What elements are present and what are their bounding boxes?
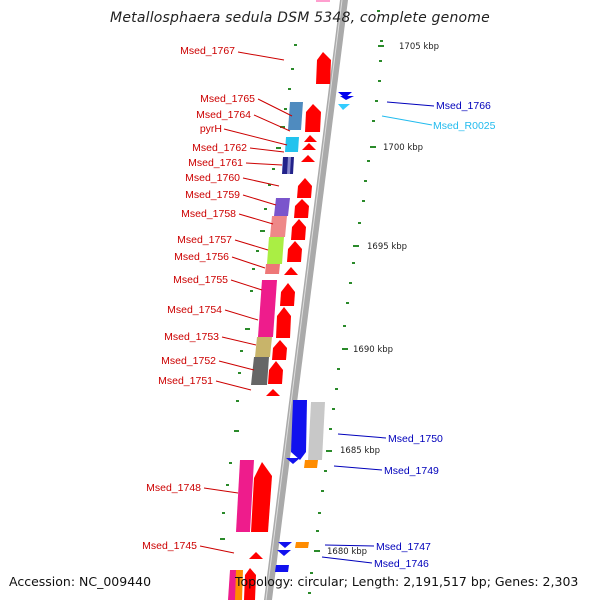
gene-arrow[interactable] xyxy=(249,552,263,559)
gene-label[interactable]: Msed_1765 xyxy=(200,93,255,105)
gene-arrow[interactable] xyxy=(280,283,295,306)
gene-label[interactable]: Msed_1764 xyxy=(196,109,251,121)
gene-arrow[interactable] xyxy=(302,143,316,150)
gene-label[interactable]: pyrH xyxy=(200,123,222,135)
gene-label[interactable]: Msed_1745 xyxy=(142,540,197,552)
gene-label[interactable]: Msed_1760 xyxy=(185,172,240,184)
gene-label[interactable]: Msed_1751 xyxy=(158,375,213,387)
map-title: Metallosphaera sedula DSM 5348, complete… xyxy=(110,10,490,26)
gene-box-1756[interactable] xyxy=(265,264,280,274)
gene-box-1762[interactable] xyxy=(285,137,299,152)
gene-label[interactable]: Msed_1749 xyxy=(384,465,439,477)
gene-arrow[interactable] xyxy=(276,307,291,338)
plus-strand-genes xyxy=(244,0,331,600)
gene-label[interactable]: Msed_1755 xyxy=(173,274,228,286)
gene-arrow-1766b[interactable] xyxy=(340,96,354,100)
gene-arrow-1747[interactable] xyxy=(278,542,292,548)
backbone-highlight xyxy=(265,0,343,600)
gene-arrow[interactable] xyxy=(287,241,302,262)
left-track xyxy=(220,44,297,540)
gene-arrow[interactable] xyxy=(297,178,312,198)
gene-arrow-1750b[interactable] xyxy=(286,458,300,464)
gene-arrow[interactable] xyxy=(284,267,298,275)
genome-backbone xyxy=(264,0,348,600)
gene-arrow[interactable] xyxy=(316,52,331,84)
scale-label-1680: 1680 kbp xyxy=(327,547,367,557)
gene-box-1749[interactable] xyxy=(304,460,318,468)
gene-label[interactable]: Msed_1767 xyxy=(180,45,235,57)
gene-label[interactable]: Msed_1752 xyxy=(161,355,216,367)
plus-strand-boxes xyxy=(228,102,303,600)
gene-label[interactable]: Msed_R0025 xyxy=(433,120,496,132)
gene-arrow[interactable] xyxy=(294,199,309,218)
gene-box-1755[interactable] xyxy=(258,280,277,337)
gene-box-1753[interactable] xyxy=(255,337,272,357)
gene-box-1752[interactable] xyxy=(251,357,269,385)
gene-arrow[interactable] xyxy=(272,340,287,360)
scale-label-1685: 1685 kbp xyxy=(340,446,380,456)
gene-label[interactable]: Msed_1766 xyxy=(436,100,491,112)
gene-label[interactable]: Msed_1750 xyxy=(388,433,443,445)
gene-box-1745b[interactable] xyxy=(235,570,243,600)
gene-label[interactable]: Msed_1758 xyxy=(181,208,236,220)
left-labels: Msed_1767 Msed_1765 Msed_1764 pyrH Msed_… xyxy=(142,45,255,552)
gene-label[interactable]: Msed_1759 xyxy=(185,189,240,201)
gene-arrow[interactable] xyxy=(244,568,256,600)
gene-label[interactable]: Msed_1761 xyxy=(188,157,243,169)
gene-label[interactable]: Msed_1748 xyxy=(146,482,201,494)
gene-label[interactable]: Msed_1754 xyxy=(167,304,222,316)
scale-label-1695: 1695 kbp xyxy=(367,242,407,252)
gene-arrow[interactable] xyxy=(301,155,315,162)
right-labels: Msed_1766 Msed_R0025 Msed_1750 Msed_1749… xyxy=(374,100,496,570)
scale-label-1705: 1705 kbp xyxy=(399,42,439,52)
gene-arrow[interactable] xyxy=(304,135,317,142)
gene-box-1765[interactable] xyxy=(288,102,303,130)
genome-summary: Topology: circular; Length: 2,191,517 bp… xyxy=(235,574,579,589)
gene-arrow-1766[interactable] xyxy=(338,92,352,98)
gene-label[interactable]: Msed_1747 xyxy=(376,541,431,553)
gene-arrow[interactable] xyxy=(268,361,283,384)
gene-arrow[interactable] xyxy=(291,219,306,240)
gene-box-1746[interactable] xyxy=(275,565,289,572)
scale-label-1690: 1690 kbp xyxy=(353,345,393,355)
gene-arrow[interactable] xyxy=(266,389,280,396)
gene-box-1747-orange[interactable] xyxy=(295,542,309,548)
left-leaders xyxy=(199,51,293,554)
gene-label[interactable]: Msed_1757 xyxy=(177,234,232,246)
scale-track xyxy=(308,10,384,594)
gene-arrow[interactable] xyxy=(316,0,330,2)
gene-box-1750-grey[interactable] xyxy=(308,402,325,460)
gene-box-1761b[interactable] xyxy=(287,157,291,174)
gene-label[interactable]: Msed_1756 xyxy=(174,251,229,263)
minus-strand-genes xyxy=(275,92,354,572)
gene-arrow[interactable] xyxy=(305,104,321,132)
gene-label[interactable]: Msed_1762 xyxy=(192,142,247,154)
gene-arrow-1746[interactable] xyxy=(277,550,291,556)
gene-arrow-r0025[interactable] xyxy=(338,104,350,110)
gene-box-1759[interactable] xyxy=(274,198,290,216)
gene-label[interactable]: Msed_1753 xyxy=(164,331,219,343)
gene-arrow[interactable] xyxy=(251,462,272,532)
scale-label-1700: 1700 kbp xyxy=(383,143,423,153)
gene-label[interactable]: Msed_1746 xyxy=(374,558,429,570)
gene-box-1758[interactable] xyxy=(270,216,287,237)
gene-box-1748[interactable] xyxy=(236,460,254,532)
accession-label: Accession: NC_009440 xyxy=(9,574,152,589)
gene-arrow-1750[interactable] xyxy=(291,400,307,460)
gene-box-1757[interactable] xyxy=(267,237,284,264)
right-leaders xyxy=(321,101,435,564)
